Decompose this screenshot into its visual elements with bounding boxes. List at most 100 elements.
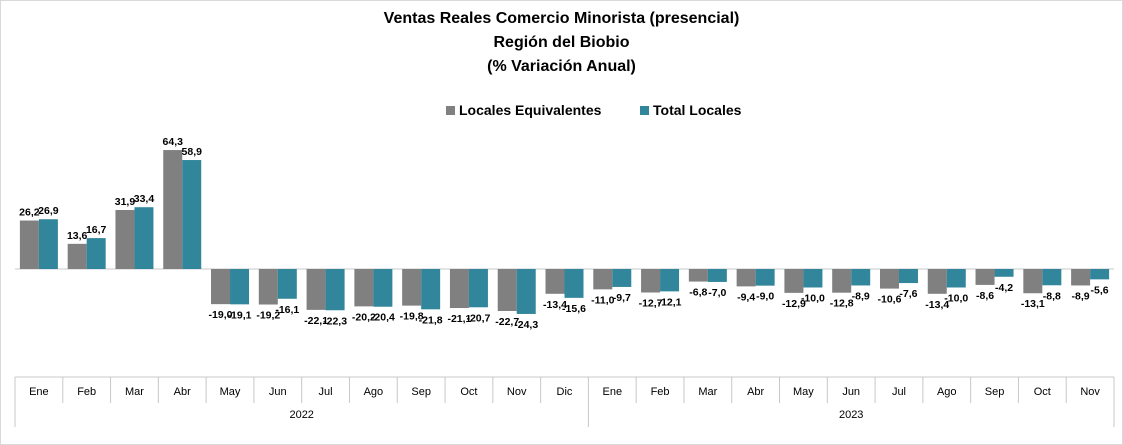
data-label-s1-19: -13,4 — [925, 299, 949, 311]
bar-s2-0 — [38, 219, 58, 269]
bar-s2-18 — [898, 269, 918, 284]
bar-s2-16 — [803, 269, 823, 288]
x-tick-label-7: Ago — [364, 386, 384, 398]
x-tick-label-13: Feb — [651, 386, 670, 398]
legend-item-series2: Total Locales — [640, 102, 741, 118]
bar-s1-7 — [354, 269, 374, 307]
bar-s1-3 — [163, 150, 183, 269]
bar-s2-4 — [230, 269, 250, 305]
data-label-s1-11: -13,4 — [543, 299, 567, 311]
bar-s2-1 — [86, 238, 106, 269]
data-label-s1-9: -21,1 — [447, 313, 471, 325]
x-tick-label-3: Abr — [174, 386, 191, 398]
bar-s1-2 — [115, 209, 135, 269]
bar-s2-20 — [994, 269, 1014, 277]
data-label-s1-15: -9,4 — [737, 291, 755, 303]
bar-s2-6 — [325, 269, 345, 311]
x-tick-label-21: Oct — [1034, 386, 1051, 398]
x-tick-label-19: Ago — [937, 386, 957, 398]
data-label-s1-3: 64,3 — [163, 136, 184, 148]
bar-s2-10 — [516, 269, 536, 314]
data-label-s2-9: -20,7 — [466, 312, 490, 324]
x-tick-label-11: Dic — [557, 386, 573, 398]
data-label-s2-3: 58,9 — [182, 146, 203, 158]
x-tick-label-5: Jun — [269, 386, 287, 398]
bar-s2-11 — [564, 269, 584, 298]
chart-title-line2: Región del Biobio — [493, 34, 630, 51]
data-label-s2-5: -16,1 — [275, 304, 299, 316]
bar-s1-15 — [736, 269, 756, 287]
bar-s2-13 — [660, 269, 680, 292]
data-label-s2-16: -10,0 — [801, 293, 825, 305]
bar-s1-4 — [211, 269, 231, 305]
legend-label-series2: Total Locales — [653, 102, 742, 118]
bar-s2-5 — [277, 269, 297, 299]
bar-s1-13 — [641, 269, 661, 293]
x-tick-label-15: Abr — [747, 386, 764, 398]
data-label-s1-22: -8,9 — [1072, 290, 1090, 302]
bar-s1-11 — [545, 269, 565, 294]
x-tick-label-17: Jun — [842, 386, 860, 398]
bar-s1-0 — [19, 220, 39, 269]
x-tick-label-1: Feb — [77, 386, 96, 398]
chart-legend: Locales Equivalentes Total Locales — [0, 102, 1123, 122]
data-label-s2-2: 33,4 — [134, 193, 155, 205]
data-label-s1-17: -12,8 — [830, 298, 854, 310]
data-label-s1-16: -12,9 — [782, 298, 806, 310]
legend-swatch-series2 — [640, 106, 649, 115]
bar-s1-22 — [1071, 269, 1091, 286]
legend-swatch-series1 — [446, 106, 455, 115]
x-tick-label-12: Ene — [602, 386, 622, 398]
data-label-s2-22: -5,6 — [1091, 284, 1109, 296]
data-label-s2-6: -22,3 — [323, 315, 347, 327]
data-label-s1-7: -20,2 — [352, 311, 376, 323]
data-label-s2-20: -4,2 — [995, 282, 1013, 294]
data-label-s1-18: -10,6 — [878, 294, 902, 306]
bar-s1-9 — [449, 269, 469, 309]
bar-s1-6 — [306, 269, 326, 310]
bar-s2-19 — [946, 269, 966, 288]
bar-s1-18 — [879, 269, 899, 289]
data-label-s2-10: -24,3 — [514, 319, 538, 331]
x-tick-label-9: Oct — [460, 386, 477, 398]
legend-item-series1: Locales Equivalentes — [446, 102, 601, 118]
bar-s1-19 — [927, 269, 947, 294]
bar-s2-2 — [134, 207, 154, 269]
data-label-s1-8: -19,8 — [400, 311, 424, 323]
x-tick-label-8: Sep — [411, 386, 431, 398]
x-tick-label-16: May — [793, 386, 814, 398]
bar-s1-14 — [688, 269, 708, 282]
data-label-s2-21: -8,8 — [1043, 290, 1061, 302]
x-tick-label-22: Nov — [1080, 386, 1100, 398]
bar-s1-20 — [975, 269, 995, 285]
data-label-s1-5: -19,2 — [256, 310, 280, 322]
data-label-s1-4: -19,0 — [209, 309, 233, 321]
data-label-s2-15: -9,0 — [756, 291, 774, 303]
chart-title-line3: (% Variación Anual) — [487, 58, 636, 75]
bar-s2-22 — [1090, 269, 1110, 280]
x-tick-label-18: Jul — [892, 386, 906, 398]
bar-s2-7 — [373, 269, 393, 307]
bar-s2-9 — [468, 269, 488, 308]
x-tick-label-6: Jul — [319, 386, 333, 398]
chart-title-line1: Ventas Reales Comercio Minorista (presen… — [383, 10, 740, 27]
data-label-s2-13: -12,1 — [658, 296, 682, 308]
data-label-s2-12: -9,7 — [613, 292, 631, 304]
x-tick-label-20: Sep — [985, 386, 1005, 398]
x-tick-label-2: Mar — [125, 386, 144, 398]
data-label-s1-13: -12,7 — [639, 297, 663, 309]
bar-s1-16 — [784, 269, 804, 293]
data-label-s2-0: 26,9 — [38, 205, 59, 217]
data-label-s1-21: -13,1 — [1021, 298, 1045, 310]
data-label-s2-1: 16,7 — [86, 224, 107, 236]
data-label-s2-14: -7,0 — [708, 287, 726, 299]
data-label-s1-10: -22,7 — [495, 316, 519, 328]
bar-s2-14 — [707, 269, 727, 282]
year-group-label-0: 2022 — [289, 409, 313, 421]
data-label-s2-7: -20,4 — [371, 312, 395, 324]
data-label-s1-12: -11,0 — [591, 294, 615, 306]
data-label-s2-17: -8,9 — [852, 290, 870, 302]
x-tick-label-0: Ene — [29, 386, 49, 398]
bar-s1-12 — [593, 269, 613, 290]
